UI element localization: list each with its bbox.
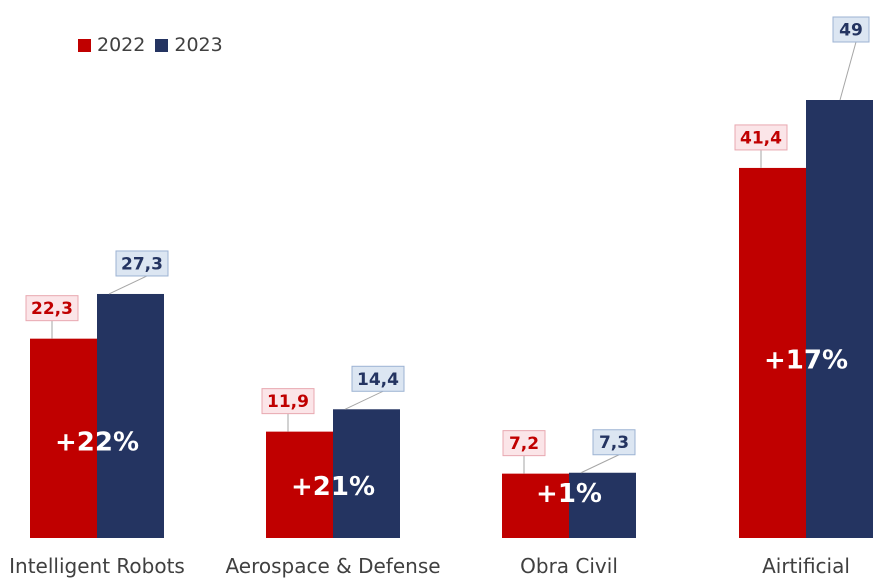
bar-2022-1 — [266, 431, 333, 538]
data-label-box-2023-2 — [592, 429, 636, 456]
data-label-2023-1: 14,4 — [357, 370, 399, 390]
data-label-box-2022-3 — [734, 124, 788, 151]
data-label-2022-2: 7,2 — [509, 434, 539, 454]
bar-2023-1 — [333, 409, 400, 538]
legend-item-2023: 2023 — [155, 34, 223, 56]
category-label-0: Intelligent Robots — [9, 554, 185, 578]
data-label-box-2022-1 — [261, 388, 315, 415]
leader-line-2023-1 — [344, 390, 384, 410]
legend-label-2023: 2023 — [174, 34, 223, 56]
data-label-2023-0: 27,3 — [121, 254, 163, 274]
leader-line-2023-0 — [108, 275, 148, 295]
chart-legend: 2022 2023 — [78, 34, 233, 56]
data-label-box-2022-0 — [25, 295, 79, 322]
bar-2022-3 — [739, 167, 806, 538]
data-label-box-2023-0 — [115, 250, 169, 277]
bar-2022-2 — [502, 473, 569, 538]
bar-2023-2 — [569, 472, 636, 538]
legend-swatch-2022 — [78, 38, 91, 52]
data-label-box-2023-1 — [351, 365, 405, 392]
data-label-box-2023-3 — [832, 16, 870, 43]
growth-label-0: +22% — [55, 427, 139, 457]
growth-label-1: +21% — [291, 472, 375, 502]
growth-label-2: +1% — [536, 479, 602, 509]
growth-label-3: +17% — [764, 345, 848, 375]
leader-line-2023-3 — [839, 41, 857, 101]
legend-label-2022: 2022 — [97, 34, 146, 56]
bar-2023-3 — [806, 100, 873, 538]
data-label-2022-3: 41,4 — [740, 128, 782, 148]
bar-2022-0 — [30, 338, 97, 538]
legend-swatch-2023 — [155, 38, 169, 52]
legend-item-2022: 2022 — [78, 34, 145, 56]
data-label-2022-1: 11,9 — [267, 392, 309, 412]
data-label-2023-2: 7,3 — [599, 433, 629, 453]
data-label-box-2022-2 — [502, 430, 546, 457]
data-label-2023-3: 49 — [839, 21, 863, 41]
data-label-2022-0: 22,3 — [31, 299, 73, 319]
category-label-3: Airtificial — [762, 554, 850, 578]
category-label-2: Obra Civil — [520, 554, 618, 578]
leader-line-2023-2 — [580, 454, 620, 474]
category-label-1: Aerospace & Defense — [225, 554, 440, 578]
bar-2023-0 — [97, 293, 164, 538]
